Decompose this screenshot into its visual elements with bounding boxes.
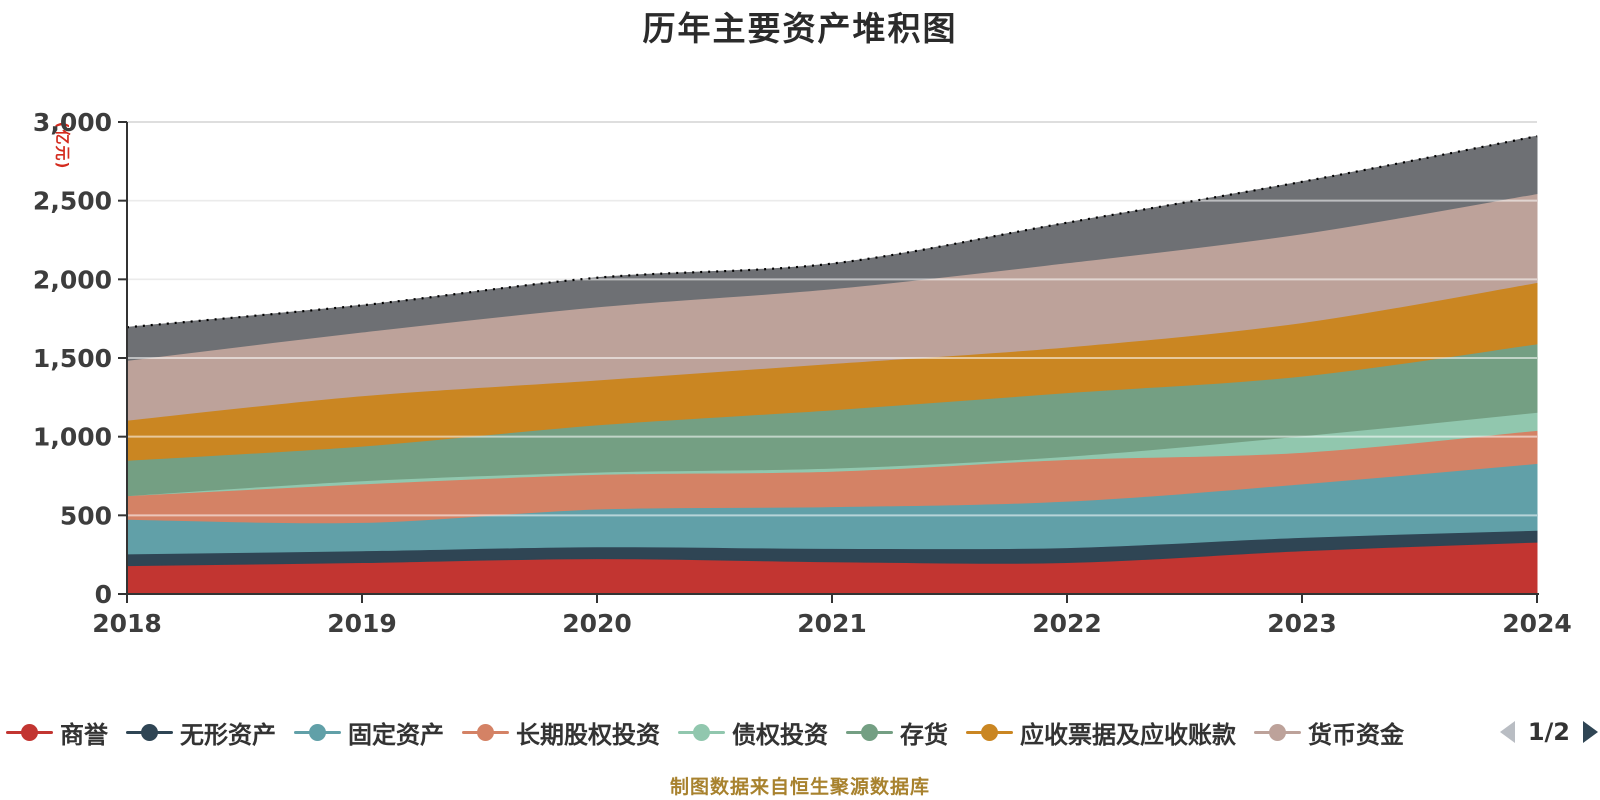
legend-item-4[interactable]: 债权投资 [678, 715, 828, 750]
legend-item-0[interactable]: 商誉 [6, 715, 108, 750]
x-axis-label: 2020 [562, 609, 632, 638]
legend-marker-icon [966, 723, 1013, 741]
legend-item-7[interactable]: 货币资金 [1254, 715, 1404, 750]
legend-next-icon[interactable] [1583, 721, 1598, 743]
legend-item-label: 存货 [900, 720, 948, 749]
legend-item-label: 债权投资 [732, 720, 828, 749]
x-axis-label: 2021 [797, 609, 867, 638]
legend-bar: 商誉 无形资产 固定资产 长期股权投资 债权投资 存货 应收票据及应收账款 货币资金 1/2 [6, 712, 1598, 752]
legend-item-label: 应收票据及应收账款 [1020, 720, 1236, 749]
legend-marker-icon [126, 723, 173, 741]
y-tick-label: 3,000 [33, 108, 112, 137]
legend-page-indicator: 1/2 [1527, 718, 1570, 746]
x-axis-label: 2023 [1267, 609, 1337, 638]
legend-item-5[interactable]: 存货 [846, 715, 948, 750]
legend-marker-icon [462, 723, 509, 741]
legend-item-label: 固定资产 [348, 720, 444, 749]
x-axis-label: 2022 [1032, 609, 1102, 638]
data-source-note: 制图数据来自恒生聚源数据库 [669, 776, 930, 798]
legend-item-1[interactable]: 无形资产 [126, 715, 276, 750]
chart-title: 历年主要资产堆积图 [642, 9, 958, 48]
y-tick-label: 500 [60, 501, 112, 530]
total-outline-dotted [126, 135, 1538, 329]
legend-item-label: 无形资产 [180, 720, 276, 749]
legend-marker-icon [678, 723, 725, 741]
y-tick-label: 0 [95, 580, 112, 609]
legend-pager: 1/2 [1499, 718, 1598, 746]
legend-marker-icon [294, 723, 341, 741]
y-tick-label: 2,500 [33, 187, 112, 216]
legend-prev-icon[interactable] [1499, 721, 1515, 743]
y-tick-label: 1,500 [33, 344, 112, 373]
x-axis-label: 2018 [92, 609, 162, 638]
x-axis-label: 2019 [327, 609, 397, 638]
y-tick-label: 2,000 [33, 265, 112, 294]
y-tick-label: 1,000 [33, 423, 112, 452]
legend-item-6[interactable]: 应收票据及应收账款 [966, 715, 1236, 750]
legend-item-label: 长期股权投资 [516, 720, 660, 749]
legend-item-3[interactable]: 长期股权投资 [462, 715, 660, 750]
legend-marker-icon [846, 723, 893, 741]
legend-item-label: 货币资金 [1308, 720, 1404, 749]
legend-marker-icon [1254, 723, 1301, 741]
legend-marker-icon [6, 723, 53, 741]
legend-item-label: 商誉 [60, 720, 108, 749]
x-axis-label: 2024 [1502, 609, 1572, 638]
legend-item-2[interactable]: 固定资产 [294, 715, 444, 750]
